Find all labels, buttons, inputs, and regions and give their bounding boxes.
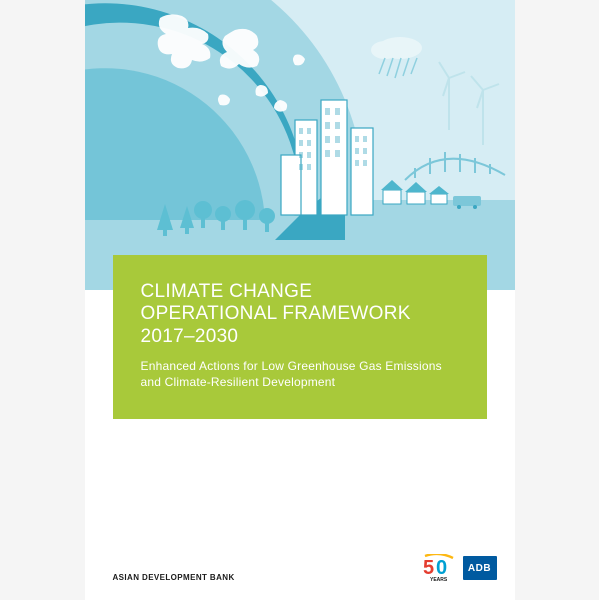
org-name: ASIAN DEVELOPMENT BANK bbox=[113, 573, 235, 582]
title-line: CLIMATE CHANGE bbox=[141, 281, 459, 303]
footer-logos: 5 0 YEARS ADB bbox=[421, 554, 497, 582]
report-subtitle: Enhanced Actions for Low Greenhouse Gas … bbox=[141, 358, 459, 390]
title-line: OPERATIONAL FRAMEWORK bbox=[141, 303, 459, 325]
hero-illustration bbox=[85, 0, 515, 290]
anniversary-50-icon: 5 0 YEARS bbox=[421, 554, 457, 582]
report-cover: CLIMATE CHANGE OPERATIONAL FRAMEWORK 201… bbox=[85, 0, 515, 600]
title-line: 2017–2030 bbox=[141, 326, 459, 348]
adb-logo: ADB bbox=[463, 556, 497, 580]
years-label: YEARS bbox=[430, 577, 448, 582]
svg-text:5: 5 bbox=[423, 557, 434, 579]
title-block: CLIMATE CHANGE OPERATIONAL FRAMEWORK 201… bbox=[113, 255, 487, 419]
hero-svg bbox=[85, 0, 515, 290]
footer: ASIAN DEVELOPMENT BANK 5 0 YEARS ADB bbox=[113, 554, 497, 582]
svg-text:0: 0 bbox=[436, 557, 447, 579]
report-title: CLIMATE CHANGE OPERATIONAL FRAMEWORK 201… bbox=[141, 281, 459, 348]
